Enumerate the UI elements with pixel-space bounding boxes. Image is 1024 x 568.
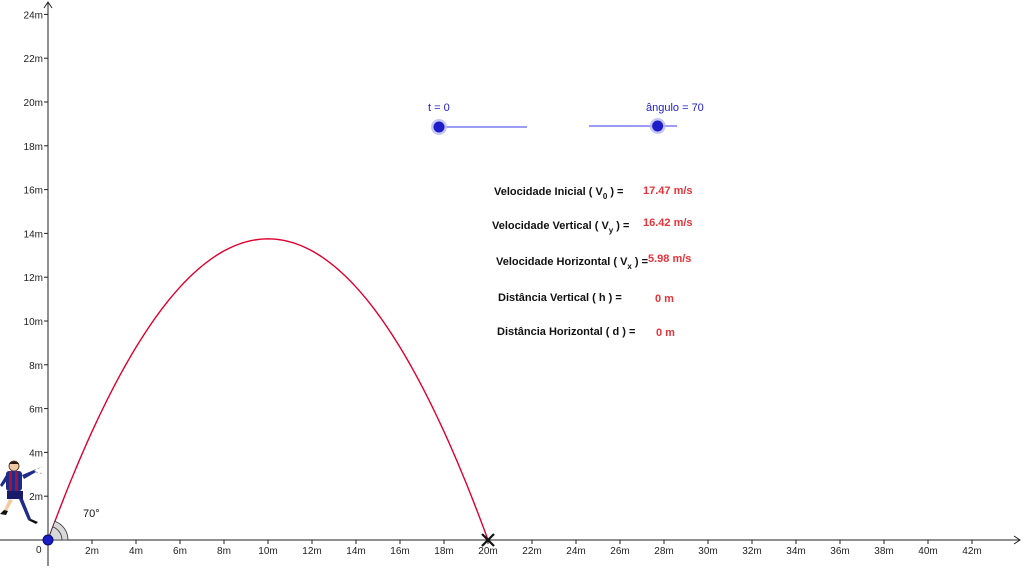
x-tick-label: 36m [830,546,849,557]
x-mark-icon[interactable] [481,533,495,547]
y-tick-label: 12m [24,273,43,284]
origin-label: 0 [36,545,42,556]
y-tick-label: 18m [24,142,43,153]
x-tick-label: 22m [522,546,541,557]
x-tick-label: 4m [129,546,143,557]
x-tick-label: 10m [258,546,277,557]
d-value: 0 m [656,327,675,339]
x-tick-label: 34m [786,546,805,557]
slider-angle-knob[interactable] [649,118,666,134]
angle-label: 70° [83,508,100,520]
x-tick-label: 28m [654,546,673,557]
x-tick-label: 6m [173,546,187,557]
y-tick-label: 10m [24,317,43,328]
slider-angle[interactable]: ângulo = 70 [589,102,704,134]
vy-label: Velocidade Vertical ( Vy ) = [492,220,629,235]
y-tick-label: 20m [24,98,43,109]
y-tick-label: 2m [29,492,43,503]
slider-t-label: t = 0 [428,102,450,114]
y-tick-label: 14m [24,229,43,240]
v0-label: Velocidade Inicial ( V0 ) = [494,186,623,201]
x-tick-label: 26m [610,546,629,557]
h-label: Distância Vertical ( h ) = [498,292,622,304]
y-tick-label: 24m [24,10,43,21]
x-tick-label: 20m [478,546,497,557]
x-tick-label: 30m [698,546,717,557]
v0-value: 17.47 m/s [643,185,693,197]
slider-angle-label: ângulo = 70 [646,102,704,114]
ball-icon[interactable] [42,534,54,546]
d-label: Distância Horizontal ( d ) = [497,326,635,338]
trajectory-curve [47,238,489,541]
x-tick-label: 42m [962,546,981,557]
slider-t-knob[interactable] [431,119,447,135]
vy-value: 16.42 m/s [643,217,693,229]
vx-value: 5.98 m/s [648,253,691,265]
info-panel: Velocidade Inicial ( V0 ) = 17.47 m/s Ve… [492,185,693,339]
y-tick-label: 4m [29,448,43,459]
x-tick-label: 32m [742,546,761,557]
x-tick-label: 8m [217,546,231,557]
h-value: 0 m [655,293,674,305]
y-tick-label: 6m [29,405,43,416]
slider-t[interactable]: t = 0 [428,102,527,135]
x-tick-label: 24m [566,546,585,557]
x-tick-label: 18m [434,546,453,557]
x-axis-arrow-icon [1013,535,1021,545]
x-tick-label: 16m [390,546,409,557]
y-tick-label: 16m [24,186,43,197]
y-tick-label: 8m [29,361,43,372]
y-axis-arrow-icon [43,1,53,9]
x-tick-label: 2m [85,546,99,557]
x-tick-label: 12m [302,546,321,557]
y-tick-label: 22m [24,54,43,65]
x-tick-label: 40m [918,546,937,557]
soccer-player-icon [0,460,45,524]
x-tick-label: 14m [346,546,365,557]
vx-label: Velocidade Horizontal ( Vx ) = [496,256,648,271]
x-tick-label: 38m [874,546,893,557]
launch-angle-marker [47,520,69,541]
